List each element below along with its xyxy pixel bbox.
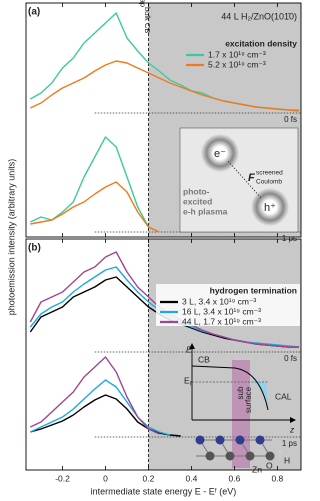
x-tick-label: -0.2 — [55, 473, 70, 483]
trace-label: 1 ps — [282, 439, 297, 448]
y-axis-label: photoemission intensity (arbitrary units… — [6, 159, 16, 316]
fermi-label: E — [184, 375, 190, 385]
x-tick-label: 0 — [103, 473, 108, 483]
band-region — [148, 239, 301, 470]
depth-label: z — [289, 424, 295, 434]
legend-label: 3 L, 3.4 x 10¹⁹ cm⁻³ — [182, 296, 256, 306]
cb-edge — [191, 365, 269, 411]
inset-caption: e-h plasma — [183, 206, 228, 216]
spectrum-line — [30, 181, 160, 233]
trace-label: 0 fs — [284, 115, 297, 124]
o-label: O — [266, 460, 273, 470]
cal-label: CAL — [275, 391, 292, 401]
legend-label: 16 L, 3.4 x 10¹⁹ cm⁻³ — [182, 306, 261, 316]
panel-frame — [25, 2, 302, 238]
arrow-head — [290, 417, 296, 423]
spectrum-line — [30, 60, 299, 112]
x-axis-label: intermediate state energy E - Eᶠ (eV) — [91, 486, 237, 496]
x-tick-label: 0.8 — [271, 473, 283, 483]
edge-label: bulk CB — [143, 7, 152, 33]
figure: e⁻ h⁺ F screened Coulomb photo- excited … — [6, 0, 302, 496]
cb-label: CB — [198, 354, 210, 364]
atoms — [195, 435, 283, 461]
surface-label: surface — [244, 386, 253, 413]
legend-title: excitation density — [225, 38, 297, 48]
coulomb-arrow — [227, 160, 263, 200]
sub-label: sub — [236, 386, 245, 399]
legend-box — [156, 284, 300, 326]
fermi-sub: f — [190, 382, 192, 388]
h-label: H — [284, 455, 290, 465]
x-tick-label: 0.2 — [143, 473, 155, 483]
cal-region — [252, 382, 268, 410]
electron-halo — [201, 134, 239, 172]
panel-label: (a) — [28, 7, 40, 18]
panel-frame — [25, 238, 302, 471]
zn-label: Zn — [252, 464, 262, 474]
inset-caption: photo- — [183, 186, 210, 196]
electron-label: e⁻ — [214, 148, 226, 160]
x-tick-label: 0.6 — [228, 473, 240, 483]
inset-caption: excited — [183, 196, 212, 206]
spectrum-line — [30, 136, 160, 233]
spectrum-line — [30, 356, 160, 435]
edge-label: bulk gap — [138, 0, 147, 7]
legend-label: 5.2 x 10¹⁹ cm⁻³ — [208, 59, 266, 69]
mark-layer — [29, 12, 299, 437]
legend-title: hydrogen termination — [210, 285, 297, 295]
energy-label: E — [186, 344, 192, 354]
trace-label: 0 fs — [284, 354, 297, 363]
legend-label: 1.7 x 10¹⁹ cm⁻³ — [208, 49, 266, 59]
force-sup: screened — [256, 170, 283, 177]
panel-label: (b) — [28, 243, 41, 254]
arrow-head — [189, 343, 195, 349]
spectrum-line — [30, 379, 171, 436]
force-label: F — [248, 172, 255, 184]
x-tick-label: 0.4 — [186, 473, 198, 483]
legend-label: 44 L, 1.7 x 10¹⁹ cm⁻³ — [182, 316, 261, 326]
sample-label: 44 L H₂/ZnO(101̄0) — [221, 11, 297, 21]
hole-label: h⁺ — [264, 202, 276, 214]
overlay-layer: e⁻ h⁺ F screened Coulomb photo- excited … — [6, 0, 302, 496]
force-sub: Coulomb — [256, 179, 282, 186]
